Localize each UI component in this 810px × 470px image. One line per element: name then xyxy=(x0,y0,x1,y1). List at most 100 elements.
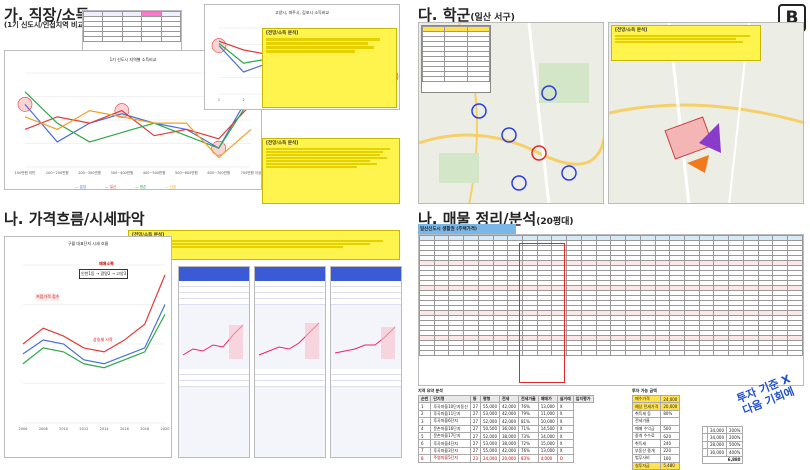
section-title-school: 다. 학군(일산 서구) xyxy=(418,6,515,24)
right-small-table: 34,000 200% 34,000 200% 28,000 500% 30,000 400%… xyxy=(701,425,744,464)
section-title-listing: 나. 매물 정리/분석(20평대) xyxy=(418,210,574,228)
school-map-left[interactable] xyxy=(418,22,604,204)
table-row: 6 후곡마을4단지 27 53,000 38,000 72% 15,000 X xyxy=(417,439,594,448)
x-tick-label: 200~300만원 xyxy=(78,170,101,175)
invest-row: 매매 수익금 500 xyxy=(631,424,681,433)
summary-table: 지역 요약 분석 순번 단지명 동 평형 전세 전세가율 매매가 실거래 입지평가 1 후곡마을10… xyxy=(417,388,594,463)
table-header: 입지평가 xyxy=(572,394,594,404)
series-line-3 xyxy=(22,314,166,369)
section-title-price: 나. 가격흐름/시세파악 xyxy=(4,210,145,228)
annot-boom: 매매소폭 xyxy=(99,261,114,266)
x-tick-label: 2020 xyxy=(161,427,170,431)
price-line-chart: 2006 2008 2010 2012 2014 2016 2018 2020 xyxy=(19,264,170,431)
section-title-job: 가. 직장/소득 xyxy=(4,6,90,24)
invest-row: 취득세 등 80% xyxy=(631,409,681,419)
series-line-2 xyxy=(22,274,166,353)
school-map-right[interactable]: [전망/소득 분석] xyxy=(608,22,804,204)
invest-row: 실투자금 5,480 xyxy=(631,461,681,470)
x-tick-label: 600~700만원 xyxy=(207,170,230,175)
income-chart-right-title: 고양시, 파주시, 김포시 소득비교 xyxy=(274,10,330,15)
invest-row: 전세가율 xyxy=(631,417,681,426)
phone-header xyxy=(331,267,401,281)
table-row: 8 주엽마을5단지 23 24,000 20,000 83% 4,000 O xyxy=(417,454,594,463)
legend-item: — 산본 xyxy=(165,184,177,189)
x-tick-label: 300~400만원 xyxy=(110,170,133,175)
note-title: [전망/소득 분석] xyxy=(615,28,648,33)
table-row: 3 후곡마을6단지 27 52,000 42,000 81% 10,000 X xyxy=(417,417,594,426)
listing-grid xyxy=(418,234,804,386)
invest-row: 중개 수수료 620 xyxy=(631,431,681,441)
summary-table-title: 지역 요약 분석 xyxy=(418,388,443,393)
table-row: 5 문촌마을17단지 27 52,000 38,000 73% 14,000 X xyxy=(417,431,594,441)
legend-item: — 일산 xyxy=(105,184,117,189)
invest-row: 매수가격 24,000 xyxy=(631,394,681,404)
table-header: 실거래 xyxy=(556,394,574,404)
right-row: 30,000 400% xyxy=(702,448,744,457)
phone-header xyxy=(255,267,325,281)
x-tick-label: 1 xyxy=(218,98,220,102)
x-tick-label: 2014 xyxy=(100,427,110,431)
note-title: [전망/소득 분석] xyxy=(266,141,299,146)
table-header: 평형 xyxy=(480,394,500,404)
right-row: 28,000 500% xyxy=(702,440,744,450)
price-chart-panel: 구월 대표단지 시세 흐름 2006 2008 2010 2012 2014 2016 20… xyxy=(4,236,172,458)
x-tick-label: 2018 xyxy=(140,427,149,431)
job-note-right: [전망/소득 분석] xyxy=(262,28,397,108)
table-header: 전세 xyxy=(499,394,519,404)
note-title: [전망/소득 분석] xyxy=(266,31,299,36)
x-tick-label: 500~600만원 xyxy=(175,170,198,175)
invest-table: 투자 가능 금액 매수가격 24,000 예상 전세가격 20,000 취득세 등 80%… xyxy=(631,388,681,470)
invest-row: 취득세 240 xyxy=(631,439,681,448)
x-tick-label: 700만원 이상 xyxy=(241,170,261,175)
highlight-column xyxy=(519,243,565,383)
table-header: 전세가율 xyxy=(518,394,539,404)
series-line-4 xyxy=(24,109,252,159)
job-note-bottom: [전망/소득 분석] xyxy=(262,138,400,204)
annot-low: 저점가격 접수 xyxy=(35,293,61,301)
x-tick-label: 2012 xyxy=(79,427,88,431)
invest-row: 법무사비 100 xyxy=(631,454,681,463)
listing-header: 일산신도시 생활권 (주택가격) xyxy=(418,224,516,234)
invest-row: 예상 전세가격 20,000 xyxy=(631,402,681,411)
right-row: 34,000 200% xyxy=(702,433,744,442)
note-title: [전망/소득 분석] xyxy=(132,233,396,239)
x-tick-label: 2 xyxy=(242,98,244,102)
price-note: [전망/소득 분석] xyxy=(128,230,400,260)
x-tick-label: 2006 xyxy=(19,427,28,431)
income-chart-title: 1기 신도시 지역별 소득비교 xyxy=(109,57,157,62)
table-header: 순번 xyxy=(417,394,432,404)
price-chart-title: 구월 대표단지 시세 흐름 xyxy=(67,241,109,246)
right-row: 34,000 200% xyxy=(702,425,744,435)
annot-seq: 인천1등 → 광명2 → 고양3 xyxy=(79,269,129,279)
school-ranking-table xyxy=(421,25,491,93)
table-row: 1 후곡마을10단지동신 27 55,000 42,000 76% 13,000 X xyxy=(417,402,594,411)
x-tick-label: 2016 xyxy=(120,427,129,431)
invest-row: 부동산 중개 220 xyxy=(631,446,681,456)
phone-screen-3 xyxy=(330,266,402,458)
x-tick-label: 2008 xyxy=(39,427,48,431)
x-tick-label: 400~500만원 xyxy=(143,170,166,175)
series-line-1 xyxy=(24,91,252,150)
phone-header xyxy=(179,267,249,281)
section-subtitle-job: (1기 신도시/인접지역 비교) xyxy=(4,21,88,29)
income-line-chart: 100만원 미만 100~200만원 200~300만원 300~400만원 400~5… xyxy=(15,72,262,189)
x-tick-label: 100만원 미만 xyxy=(15,170,36,175)
table-row: 4 문촌마을16단지 27 50,500 36,000 71% 14,500 X xyxy=(417,424,594,433)
income-stats-table xyxy=(82,10,182,54)
school-note: [전망/소득 분석] xyxy=(611,25,761,61)
x-tick-label: 100~200만원 xyxy=(46,170,69,175)
table-header: 단지명 xyxy=(430,394,471,404)
series-line-2 xyxy=(24,103,252,140)
phone-screen-2 xyxy=(254,266,326,458)
table-row: 2 후곡마을11단지 27 53,000 42,000 79% 11,000 X xyxy=(417,409,594,419)
invest-table-title: 투자 가능 금액 xyxy=(632,388,657,393)
table-header: 매매가 xyxy=(537,394,558,404)
legend-item: — 평촌 xyxy=(135,184,147,189)
annot-rise: 상승세 시작 xyxy=(93,337,113,342)
x-tick-label: 2010 xyxy=(59,427,68,431)
table-row: 7 후곡마을3단지 27 55,000 42,000 76% 13,000 X xyxy=(417,446,594,456)
series-line-1 xyxy=(22,304,166,365)
legend-item: — 분당 xyxy=(75,184,87,189)
phone-screen-1 xyxy=(178,266,250,458)
table-header: 동 xyxy=(469,394,482,404)
